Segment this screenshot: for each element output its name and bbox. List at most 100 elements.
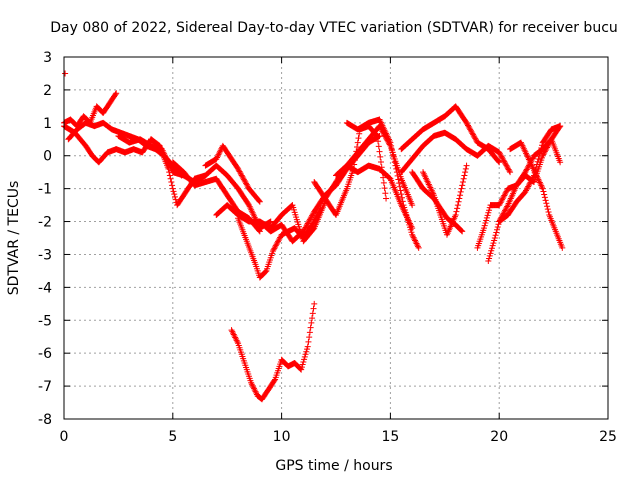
data-point-marker bbox=[471, 134, 478, 141]
data-point-marker bbox=[541, 191, 548, 198]
data-point-marker bbox=[496, 159, 503, 166]
data-point-marker bbox=[502, 159, 509, 166]
data-point-marker bbox=[272, 244, 279, 251]
data-point-marker bbox=[465, 122, 472, 129]
data-point-marker bbox=[492, 232, 499, 239]
data-point-marker bbox=[528, 176, 535, 183]
data-point-marker bbox=[464, 121, 471, 128]
data-point-marker bbox=[463, 119, 470, 126]
data-point-marker bbox=[213, 156, 220, 163]
chart-title: Day 080 of 2022, Sidereal Day-to-day VTE… bbox=[50, 20, 618, 36]
data-point-marker bbox=[484, 212, 491, 219]
data-point-marker bbox=[499, 195, 506, 202]
data-point-marker bbox=[483, 217, 490, 224]
data-point-marker bbox=[166, 172, 173, 179]
data-point-marker bbox=[495, 158, 502, 165]
data-point-marker bbox=[538, 142, 545, 149]
data-point-marker bbox=[472, 136, 479, 143]
data-point-marker bbox=[310, 219, 317, 226]
data-point-marker bbox=[486, 255, 493, 262]
data-point-marker bbox=[412, 239, 419, 246]
y-tick-label: -3 bbox=[38, 247, 52, 263]
data-point-marker bbox=[249, 382, 256, 389]
data-point-marker bbox=[237, 171, 244, 178]
data-point-marker bbox=[523, 186, 530, 193]
data-point-marker bbox=[301, 356, 308, 363]
data-point-marker bbox=[529, 175, 536, 182]
data-point-marker bbox=[214, 154, 221, 161]
data-point-marker bbox=[496, 202, 503, 209]
data-point-marker bbox=[460, 175, 467, 182]
data-point-marker bbox=[312, 214, 319, 221]
x-tick-label: 20 bbox=[490, 429, 508, 445]
data-point-marker bbox=[467, 127, 474, 134]
data-point-marker bbox=[545, 209, 552, 216]
y-tick-label: -6 bbox=[38, 346, 52, 362]
data-point-marker bbox=[307, 215, 314, 222]
plot-frame bbox=[63, 56, 609, 420]
data-point-marker bbox=[216, 148, 223, 155]
data-point-marker bbox=[481, 222, 488, 229]
data-point-marker bbox=[309, 212, 316, 219]
data-point-marker bbox=[559, 244, 566, 251]
data-point-marker bbox=[274, 238, 281, 245]
data-point-marker bbox=[491, 237, 498, 244]
data-point-marker bbox=[472, 135, 479, 142]
data-point-marker bbox=[397, 187, 404, 194]
data-point-marker bbox=[462, 165, 469, 172]
data-point-marker bbox=[276, 235, 283, 242]
data-point-marker bbox=[380, 174, 387, 181]
data-point-marker bbox=[522, 169, 529, 176]
data-point-marker bbox=[311, 300, 318, 307]
data-point-marker bbox=[496, 149, 503, 156]
data-point-marker bbox=[62, 70, 69, 77]
data-point-marker bbox=[459, 179, 466, 186]
data-point-marker bbox=[502, 206, 509, 213]
data-point-marker bbox=[311, 217, 318, 224]
data-point-marker bbox=[540, 188, 547, 195]
data-point-marker bbox=[537, 147, 544, 154]
data-point-marker bbox=[235, 167, 242, 174]
data-point-marker bbox=[253, 390, 260, 397]
x-tick-label: 0 bbox=[60, 429, 69, 445]
data-point-marker bbox=[494, 226, 501, 233]
y-axis-label: SDTVAR / TECUs bbox=[6, 181, 22, 296]
data-point-marker bbox=[534, 158, 541, 165]
data-point-marker bbox=[305, 338, 312, 345]
data-point-marker bbox=[245, 200, 252, 207]
data-point-marker bbox=[306, 217, 313, 224]
data-point-marker bbox=[540, 151, 547, 158]
data-point-marker bbox=[307, 324, 314, 331]
data-point-marker bbox=[490, 240, 497, 247]
data-point-marker bbox=[300, 358, 307, 365]
data-point-marker bbox=[487, 250, 494, 257]
data-point-marker bbox=[393, 165, 400, 172]
data-point-marker bbox=[414, 243, 421, 250]
data-point-marker bbox=[457, 188, 464, 195]
data-point-marker bbox=[466, 125, 473, 132]
data-point-marker bbox=[557, 123, 564, 130]
data-point-marker bbox=[256, 228, 263, 235]
data-point-marker bbox=[526, 180, 533, 187]
data-point-marker bbox=[499, 156, 506, 163]
data-point-marker bbox=[504, 163, 511, 170]
data-point-marker bbox=[502, 161, 509, 168]
data-point-marker bbox=[409, 233, 416, 240]
data-point-marker bbox=[525, 183, 532, 190]
data-point-marker bbox=[499, 154, 506, 161]
data-point-marker bbox=[304, 220, 311, 227]
data-point-marker bbox=[271, 377, 278, 384]
y-tick-label: 2 bbox=[43, 83, 52, 99]
data-point-marker bbox=[525, 182, 532, 189]
data-point-marker bbox=[522, 188, 529, 195]
data-point-marker bbox=[524, 184, 531, 191]
data-point-marker bbox=[455, 198, 462, 205]
data-point-marker bbox=[313, 213, 320, 220]
data-point-marker bbox=[541, 194, 548, 201]
data-point-marker bbox=[272, 242, 279, 249]
data-point-marker bbox=[500, 157, 507, 164]
data-point-marker bbox=[113, 90, 120, 97]
data-point-marker bbox=[413, 240, 420, 247]
data-point-marker bbox=[299, 361, 306, 368]
